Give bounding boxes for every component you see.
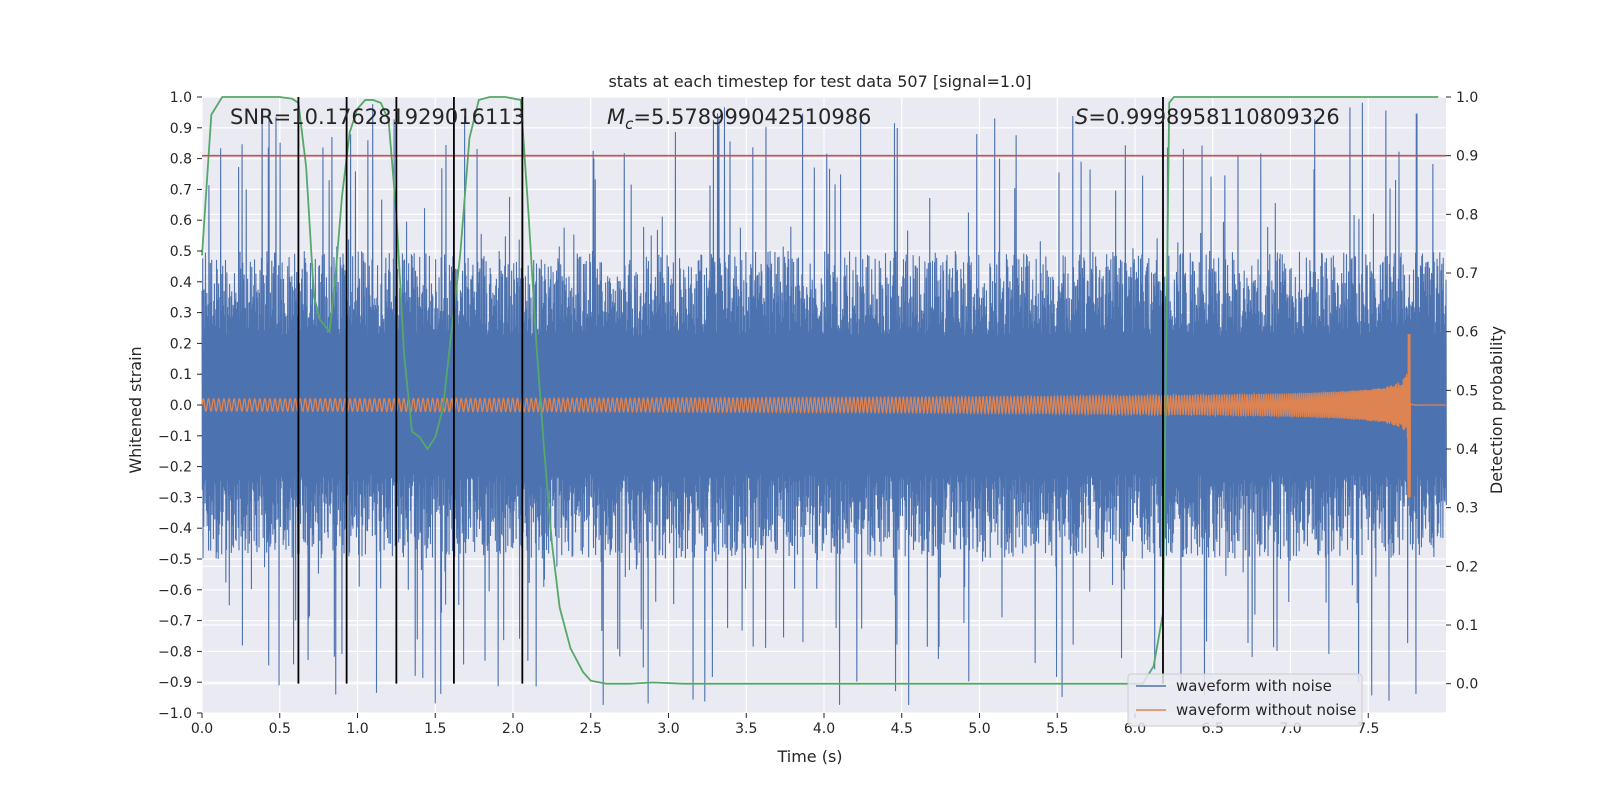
left-y-axis-label: Whitened strain (126, 346, 145, 473)
probability-line (201, 96, 1439, 685)
left-y-tick-label: 0.3 (170, 306, 192, 322)
mc-value: =5.578999042510986 (633, 105, 871, 129)
s-symbol: S (1075, 105, 1088, 129)
right-y-tick-label: 0.3 (1456, 501, 1478, 517)
left-y-tick-label: 1.0 (170, 90, 192, 106)
left-y-tick-label: −0.3 (158, 490, 192, 506)
left-y-tick-label: −0.6 (158, 583, 192, 599)
right-y-tick-label: 0.1 (1456, 618, 1478, 634)
left-y-axis: −1.0 −0.9 −0.8 −0.7 −0.6 −0.5 −0.4 −0.3 −0.2 −0.1… (158, 90, 202, 722)
legend: waveform with noise waveform without noi… (1127, 673, 1363, 727)
vertical-markers (297, 97, 1164, 684)
mc-symbol: M (607, 105, 625, 129)
detection-probability-series (201, 96, 1439, 685)
mc-annotation: Mc=5.578999042510986 (607, 105, 871, 133)
left-y-tick-label: 0.2 (170, 336, 192, 352)
x-tick-label: 0.0 (191, 721, 213, 737)
snr-annotation: SNR=10.176281929016113 (230, 105, 525, 129)
right-y-tick-label: 0.0 (1456, 677, 1478, 693)
noisy-strain-line (201, 102, 1447, 706)
left-y-tick-label: 0.1 (170, 367, 192, 383)
x-tick-label: 7.5 (1357, 721, 1379, 737)
left-y-tick-label: −0.9 (158, 675, 192, 691)
left-y-tick-label: 0.9 (170, 121, 192, 137)
left-y-tick-label: 0.0 (170, 398, 192, 414)
right-y-tick-label: 0.5 (1456, 383, 1478, 399)
left-y-tick-label: 0.5 (170, 244, 192, 260)
right-y-tick-label: 0.8 (1456, 207, 1478, 223)
left-y-tick-label: −0.1 (158, 429, 192, 445)
x-tick-label: 1.0 (346, 721, 368, 737)
legend-box (1127, 673, 1363, 727)
x-tick-label: 5.0 (968, 721, 990, 737)
right-y-tick-label: 1.0 (1456, 90, 1478, 106)
right-y-axis: 0.0 0.1 0.2 0.3 0.4 0.5 0.6 0.7 0.8 0.9 1.0 (1446, 90, 1478, 693)
right-y-tick-label: 0.6 (1456, 325, 1478, 341)
x-tick-label: 3.0 (657, 721, 679, 737)
left-y-tick-label: −0.8 (158, 644, 192, 660)
noise-waveform-series (201, 102, 1447, 706)
s-value: =0.9998958110809326 (1088, 105, 1339, 129)
right-y-tick-label: 0.4 (1456, 442, 1478, 458)
legend-label-clean: waveform without noise (1176, 701, 1356, 719)
x-tick-label: 2.0 (502, 721, 524, 737)
legend-label-noise: waveform with noise (1176, 677, 1332, 695)
right-y-tick-label: 0.2 (1456, 559, 1478, 575)
x-axis-label: Time (s) (776, 747, 842, 766)
right-y-tick-label: 0.9 (1456, 149, 1478, 165)
x-tick-label: 4.0 (813, 721, 835, 737)
right-y-axis-label: Detection probability (1487, 326, 1506, 494)
left-y-tick-label: −0.5 (158, 552, 192, 568)
left-y-tick-label: −0.4 (158, 521, 192, 537)
left-y-tick-label: −0.2 (158, 460, 192, 476)
left-y-tick-label: 0.6 (170, 213, 192, 229)
x-tick-label: 4.5 (891, 721, 913, 737)
x-tick-label: 3.5 (735, 721, 757, 737)
x-tick-label: 2.5 (580, 721, 602, 737)
left-y-tick-label: −1.0 (158, 706, 192, 722)
mc-subscript: c (625, 115, 634, 133)
s-annotation: S=0.9998958110809326 (1075, 105, 1340, 129)
x-tick-label: 0.5 (269, 721, 291, 737)
left-y-tick-label: 0.4 (170, 275, 192, 291)
x-tick-label: 5.5 (1046, 721, 1068, 737)
left-y-tick-label: 0.7 (170, 182, 192, 198)
right-y-tick-label: 0.7 (1456, 266, 1478, 282)
chart-title: stats at each timestep for test data 507… (608, 72, 1031, 91)
x-tick-label: 1.5 (424, 721, 446, 737)
left-y-tick-label: 0.8 (170, 152, 192, 168)
left-y-tick-label: −0.7 (158, 614, 192, 630)
